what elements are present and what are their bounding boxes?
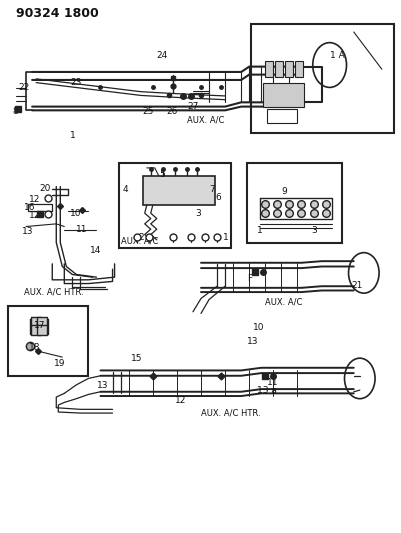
Text: 12: 12 (174, 397, 186, 405)
Text: 12: 12 (29, 196, 40, 204)
Text: AUX. A/C: AUX. A/C (186, 116, 224, 124)
Text: 1: 1 (70, 132, 76, 140)
Text: 16: 16 (24, 204, 36, 212)
Text: 18: 18 (29, 343, 41, 352)
Text: 26: 26 (166, 108, 178, 116)
Text: 10: 10 (70, 209, 82, 217)
Bar (142, 176, 215, 205)
Text: 4: 4 (122, 185, 128, 193)
Bar (267, 109, 297, 123)
Bar (285, 61, 292, 77)
Bar (265, 61, 272, 77)
Text: 2: 2 (34, 212, 40, 220)
Text: 8: 8 (12, 108, 18, 116)
Text: 9: 9 (281, 188, 286, 196)
Text: 15: 15 (130, 354, 142, 363)
Text: 23: 23 (70, 78, 81, 87)
Text: 27: 27 (186, 102, 198, 111)
Text: 13: 13 (22, 228, 34, 236)
Text: 11: 11 (267, 378, 278, 386)
Text: 17: 17 (34, 321, 46, 329)
Bar (251, 24, 393, 133)
Text: 5: 5 (158, 170, 164, 179)
Text: 14: 14 (90, 246, 101, 255)
Text: 19: 19 (54, 359, 66, 368)
Bar (8, 306, 88, 376)
Text: 1 A: 1 A (329, 52, 344, 60)
Text: 90324 1800: 90324 1800 (16, 7, 99, 20)
Text: 12: 12 (29, 212, 40, 220)
Text: AUX. A/C HTR.: AUX. A/C HTR. (200, 409, 260, 417)
Text: 2: 2 (138, 233, 144, 241)
Text: AUX. A/C: AUX. A/C (265, 298, 302, 306)
Bar (118, 163, 231, 248)
Text: 3: 3 (311, 227, 316, 235)
Text: 20: 20 (39, 184, 51, 192)
Text: 25: 25 (142, 108, 154, 116)
Text: 7: 7 (209, 185, 214, 193)
Bar (295, 61, 302, 77)
Text: 22: 22 (18, 84, 29, 92)
Text: 13 a: 13 a (257, 386, 276, 394)
Bar (263, 83, 303, 107)
Text: 13: 13 (247, 337, 258, 345)
Text: 21: 21 (351, 281, 362, 289)
Text: 6: 6 (215, 193, 220, 201)
Text: 3: 3 (194, 209, 200, 217)
Text: AUX. A/C: AUX. A/C (120, 237, 158, 245)
Text: 1: 1 (223, 233, 228, 241)
Bar (275, 61, 282, 77)
Text: AUX. A/C HTR.: AUX. A/C HTR. (24, 288, 83, 296)
Text: 10: 10 (253, 324, 264, 332)
Text: 13: 13 (96, 381, 108, 390)
Text: 1: 1 (256, 227, 261, 235)
Bar (247, 163, 341, 243)
Text: 11: 11 (76, 225, 88, 233)
Text: 24: 24 (156, 52, 168, 60)
Text: F: F (247, 274, 252, 282)
